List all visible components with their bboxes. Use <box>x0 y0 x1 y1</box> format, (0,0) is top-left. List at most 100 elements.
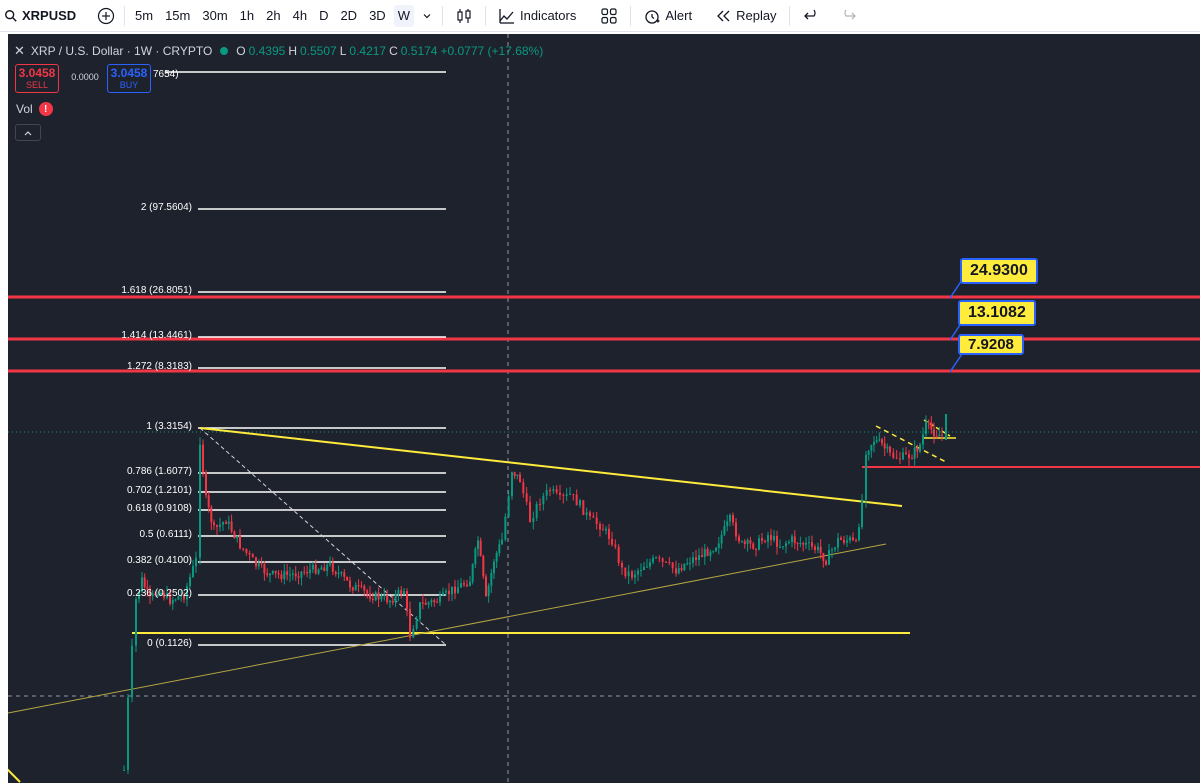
sell-button[interactable]: 3.0458 SELL <box>15 64 59 93</box>
interval-30m[interactable]: 30m <box>202 8 228 23</box>
candle-body <box>251 554 254 558</box>
indicators-button[interactable]: Indicators <box>492 0 582 32</box>
interval-3d[interactable]: 3D <box>369 8 386 23</box>
warning-icon[interactable]: ! <box>38 102 53 116</box>
candle-body <box>919 444 921 452</box>
candle-body <box>406 591 408 609</box>
alert-button[interactable]: Alert <box>637 0 698 32</box>
candle-body <box>469 581 471 587</box>
candle-body <box>454 586 456 594</box>
target-callout-1[interactable]: 24.9300 <box>960 258 1038 284</box>
candle-body <box>205 472 207 496</box>
candle-body <box>579 500 581 506</box>
candle-body <box>828 550 830 565</box>
candle-body <box>391 600 394 603</box>
high-value: 0.5507 <box>300 44 337 58</box>
candle-body <box>649 562 651 567</box>
chart-type-button[interactable] <box>449 0 479 32</box>
interval-1h[interactable]: 1h <box>239 8 255 23</box>
candle-body <box>300 571 303 578</box>
candle-body <box>151 593 154 597</box>
compare-symbol-button[interactable] <box>94 0 118 32</box>
replay-button[interactable]: Replay <box>708 0 782 32</box>
candle-body <box>717 543 720 548</box>
candle-body <box>202 444 204 473</box>
interval-dropdown[interactable] <box>418 5 436 27</box>
buy-button[interactable]: 3.0458 BUY <box>107 64 151 93</box>
target-callout-2[interactable]: 13.1082 <box>958 300 1036 326</box>
symbol-search-button[interactable]: XRPUSD <box>0 0 92 32</box>
candle-body <box>559 492 561 496</box>
candle-body <box>886 446 889 449</box>
candle-body <box>271 570 274 574</box>
candle-body <box>703 548 706 558</box>
candle-body <box>371 598 374 601</box>
candle-body <box>589 512 591 517</box>
candle-body <box>834 547 836 550</box>
interval-2h[interactable]: 2h <box>266 8 281 23</box>
interval-2d[interactable]: 2D <box>340 8 358 23</box>
candle-body <box>277 573 280 575</box>
chart-legend: ✕ XRP / U.S. Dollar · 1W · CRYPTO O 0.439… <box>14 42 543 60</box>
redo-button[interactable] <box>834 0 864 32</box>
candle-body <box>773 535 775 541</box>
candle-body <box>442 592 444 596</box>
collapse-legend-button[interactable] <box>15 124 41 141</box>
candle-body <box>602 529 604 531</box>
candle-body <box>424 602 427 605</box>
undo-button[interactable] <box>796 0 826 32</box>
candle-body <box>770 535 772 541</box>
interval-d[interactable]: D <box>319 8 329 23</box>
vol-label: Vol <box>16 102 33 116</box>
candle-body <box>814 546 816 550</box>
target-callout-3[interactable]: 7.9208 <box>958 334 1024 355</box>
redo-icon <box>843 9 856 19</box>
candle-body <box>776 535 778 547</box>
candle-body <box>389 600 391 603</box>
ascending-trendline <box>7 543 887 714</box>
grid-icon <box>601 7 617 24</box>
candle-body <box>726 521 729 526</box>
close-icon[interactable]: ✕ <box>14 43 25 58</box>
candle-body <box>451 586 453 595</box>
interval-group: 5m 15m 30m 1h 2h 4h D 2D 3D W <box>131 0 436 32</box>
interval-4h[interactable]: 4h <box>292 8 308 23</box>
candle-body <box>377 592 380 600</box>
candle-body <box>675 568 677 574</box>
trade-panel: 3.0458 SELL 0.0000 3.0458 BUY 7654) <box>15 64 179 93</box>
fib-level-label: 1.414 (13.4461) <box>121 330 192 341</box>
candle-body <box>720 534 723 544</box>
candle-body <box>409 608 411 638</box>
interval-w[interactable]: W <box>393 4 414 27</box>
candle-body <box>614 544 617 547</box>
candle-body <box>363 586 366 591</box>
candle-body <box>599 523 601 530</box>
candle-body <box>849 537 851 541</box>
chart-pane[interactable] <box>0 34 1200 783</box>
layouts-button[interactable] <box>594 0 624 32</box>
interval-15m[interactable]: 15m <box>165 8 191 23</box>
indicators-icon <box>499 8 514 24</box>
candle-body <box>701 555 703 558</box>
candle-body <box>805 542 807 545</box>
candle-body <box>233 531 236 539</box>
fib-level-label: 0.786 (1.6077) <box>126 466 192 477</box>
candle-body <box>729 515 731 522</box>
fib-level-label: 0 (0.1126) <box>147 638 192 649</box>
candle-body <box>495 552 498 562</box>
interval-5m[interactable]: 5m <box>135 8 154 23</box>
candle-body <box>146 587 149 589</box>
alert-label: Alert <box>665 8 693 23</box>
top-toolbar: XRPUSD 5m 15m 30m 1h 2h 4h D 2D 3D W Ind… <box>0 0 1200 32</box>
candle-body <box>160 592 162 595</box>
flag-line <box>923 419 951 437</box>
candle-body <box>837 537 839 548</box>
candle-body <box>306 571 309 574</box>
candle-body <box>354 585 357 591</box>
price-chart[interactable] <box>0 34 1200 783</box>
candle-body <box>471 564 474 582</box>
candle-body <box>819 546 822 554</box>
candle-body <box>331 562 334 572</box>
candle-body <box>916 447 919 452</box>
toolbar-divider <box>484 5 486 26</box>
